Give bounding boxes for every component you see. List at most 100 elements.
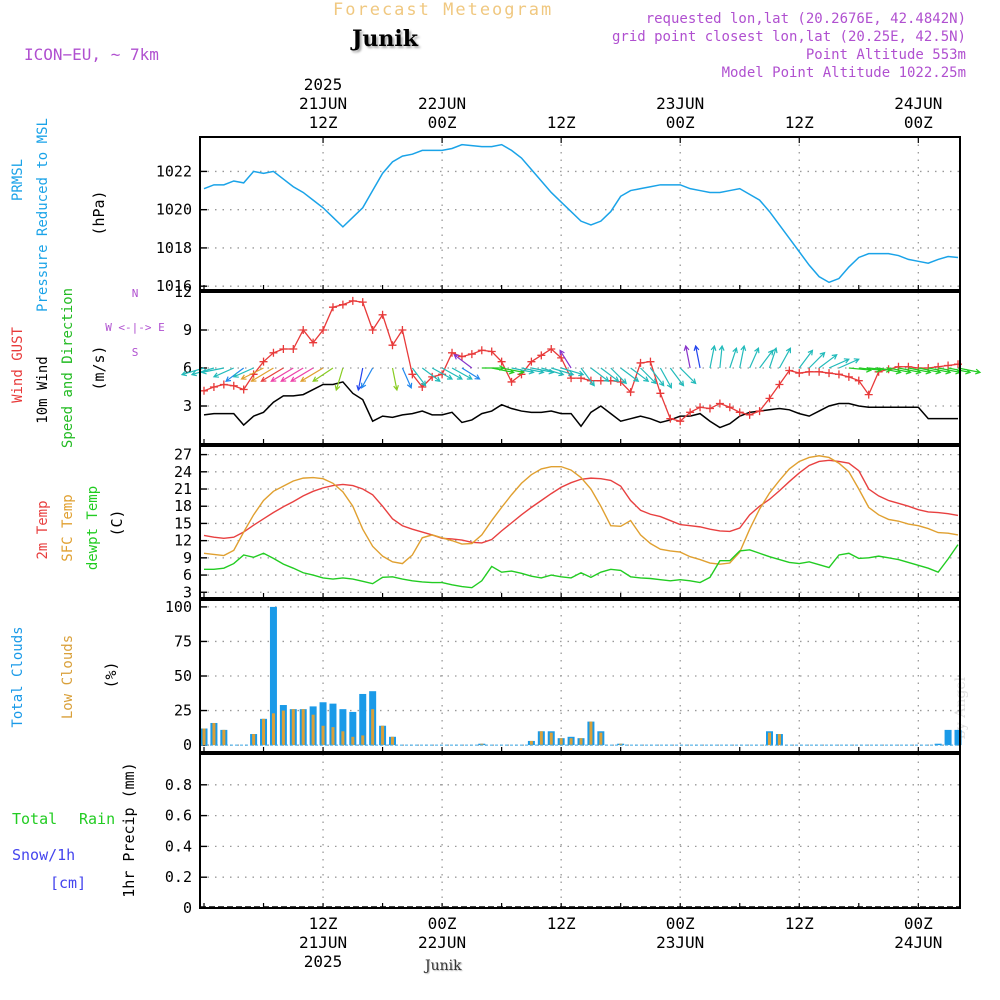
sfc-temp-label-group: SFC Temp	[60, 494, 76, 561]
gridpoint-coords: grid point closest lon,lat (20.25E, 42.5…	[611, 29, 966, 45]
gust-marker	[467, 350, 476, 359]
sfc-temp-label: SFC Temp	[60, 494, 76, 561]
gust-marker	[815, 367, 824, 376]
low-cloud-bar	[480, 743, 484, 746]
pressure-frame	[199, 136, 961, 291]
low-cloud-bar	[559, 738, 563, 746]
wind-ytick-label: 9	[183, 321, 192, 339]
wind-direction-arrow	[250, 367, 274, 382]
temperature-ytick-label: 3	[183, 583, 192, 601]
gust-marker	[557, 353, 566, 362]
wind-direction-arrow	[768, 347, 778, 369]
pressure-ytick-label: 1018	[156, 239, 192, 257]
gust-marker	[527, 357, 536, 366]
wind-direction-arrow	[461, 367, 481, 380]
total-cloud-bar	[269, 606, 277, 746]
clouds-ytick-label: 100	[165, 598, 192, 616]
low-cloud-bar	[777, 734, 781, 746]
wind-direction-arrow	[312, 367, 334, 382]
precip-cm-label: [cm]	[50, 874, 86, 892]
gust-marker	[219, 380, 228, 389]
gust-marker	[666, 414, 675, 423]
compass-west-east: W <-|-> E	[105, 321, 165, 334]
wind-direction-arrow	[798, 349, 814, 369]
temp2m-label-group: 2m Temp	[35, 500, 51, 559]
precip-total-label: Total	[12, 810, 57, 828]
gust-marker	[646, 357, 655, 366]
gust-marker	[368, 326, 377, 334]
low-cloud-bar	[381, 725, 385, 746]
clouds-ytick-label: 0	[183, 736, 192, 754]
low-cloud-bar	[301, 709, 305, 746]
clouds-ytick-label: 75	[174, 632, 192, 650]
gust-marker	[844, 372, 853, 381]
wind-direction-arrow	[620, 367, 640, 382]
temperature-ytick-label: 18	[174, 497, 192, 515]
wind-direction-arrow	[718, 344, 725, 369]
gust-marker	[686, 408, 695, 417]
gust-marker	[775, 380, 784, 389]
bottom-time-label: 12Z	[309, 914, 338, 933]
low-cloud-bar	[311, 714, 315, 746]
low-cloud-bar	[331, 727, 335, 746]
low-cloud-bar	[321, 725, 325, 746]
wind-gust-label: Wind GUST	[10, 327, 26, 403]
temperature-ytick-label: 12	[174, 532, 192, 550]
wind-direction-arrow	[391, 367, 399, 392]
wind10m-label: 10m Wind	[35, 356, 51, 423]
temperature-grid	[200, 446, 960, 598]
gust-marker	[864, 390, 873, 399]
clouds-ytick-label: 25	[174, 702, 192, 720]
bottom-time-label: 24JUN	[894, 933, 942, 952]
wind-direction-arrow	[749, 347, 760, 369]
pressure-grid	[200, 137, 960, 290]
temp2m-line	[203, 459, 959, 544]
total-cloud-bar	[359, 693, 367, 746]
wind-direction-arrow	[431, 367, 454, 380]
clouds-frame	[199, 599, 961, 753]
wind-direction-arrow	[334, 367, 344, 392]
location-title: Junik	[352, 26, 418, 52]
low-cloud-bar	[281, 710, 285, 746]
low-cloud-bar	[371, 709, 375, 746]
low-cloud-bar	[361, 735, 365, 746]
low-clouds-label-group: Low Clouds	[60, 635, 76, 719]
wind-direction-arrow	[299, 367, 324, 382]
gust-marker	[200, 386, 208, 395]
wind-direction-arrow	[640, 367, 657, 385]
gust-marker	[745, 410, 754, 419]
gust-marker	[328, 303, 337, 312]
gust-marker	[358, 298, 367, 307]
clouds-grid	[200, 600, 960, 752]
gust-marker	[537, 351, 546, 360]
top-time-label: 00Z	[904, 113, 933, 132]
precipitation-ytick-label: 0.2	[165, 868, 192, 886]
sfc-temp-line	[203, 455, 959, 565]
wind-direction-arrow	[709, 344, 717, 369]
gust-marker	[636, 358, 645, 367]
wind-direction-arrow	[401, 367, 413, 389]
bottom-time-label: 12Z	[785, 914, 814, 933]
pressure-ytick-label: 1022	[156, 162, 192, 180]
low-cloud-bar	[391, 736, 394, 746]
wind-direction-arrow	[838, 358, 860, 369]
wind-unit-label-group: (m/s)	[90, 345, 108, 390]
pressure-ytick-label: 1016	[156, 277, 192, 295]
gust-marker	[755, 407, 764, 416]
top-time-label: 00Z	[666, 113, 695, 132]
speed-direction-label: Speed and Direction	[60, 288, 76, 448]
bottom-time-label: 00Z	[666, 914, 695, 933]
wind-direction-arrow	[580, 367, 595, 387]
gust-marker	[477, 346, 486, 355]
top-time-label: 22JUN	[418, 94, 466, 113]
precipitation-ytick-label: 0	[183, 899, 192, 917]
gust-marker	[725, 403, 734, 412]
top-time-label: 12Z	[785, 113, 814, 132]
pressure-ytick-label: 1020	[156, 201, 192, 219]
gust-marker	[448, 348, 457, 357]
gust-marker	[854, 376, 863, 385]
total-clouds-label: Total Clouds	[10, 626, 26, 727]
temperature-ytick-label: 24	[174, 463, 192, 481]
precip-unit-label: 1hr Precip (mm)	[120, 762, 138, 897]
